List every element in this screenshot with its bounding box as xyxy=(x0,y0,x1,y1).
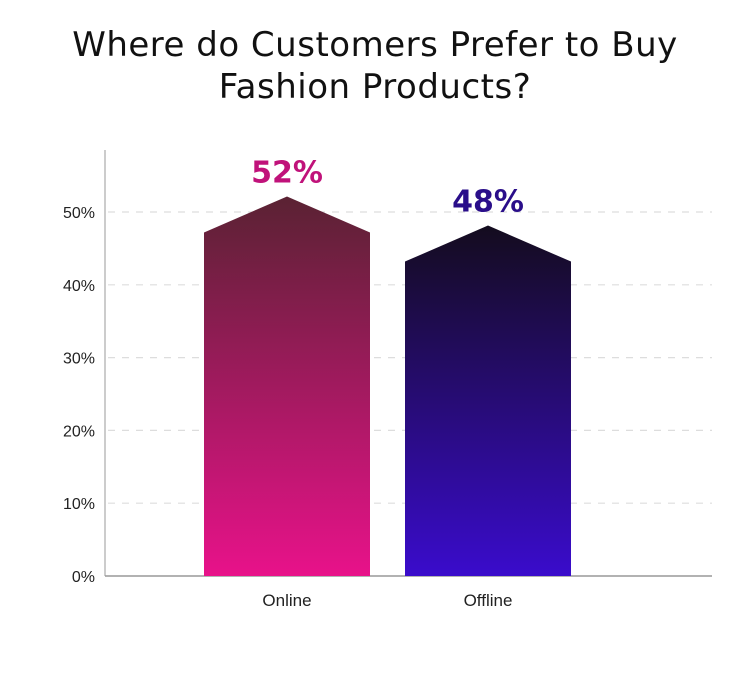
bars xyxy=(204,196,571,576)
chart-title: Where do Customers Prefer to Buy Fashion… xyxy=(0,24,750,108)
y-tick-label: 50% xyxy=(63,205,95,222)
y-tick-label: 40% xyxy=(63,278,95,295)
y-tick-label: 30% xyxy=(63,351,95,368)
x-tick-label-online: Online xyxy=(262,591,311,610)
y-tick-label: 0% xyxy=(72,569,95,586)
labels: 52% Online 48% Offline xyxy=(251,155,524,610)
bar-offline xyxy=(405,225,571,576)
y-tick-label: 10% xyxy=(63,496,95,513)
data-label-online: 52% xyxy=(251,155,323,190)
x-tick-label-offline: Offline xyxy=(464,591,513,610)
chart-title-line-2: Fashion Products? xyxy=(218,67,532,107)
y-tick-label: 20% xyxy=(63,423,95,440)
y-axis-ticks: 0% 10% 20% 30% 40% 50% xyxy=(63,205,95,586)
bar-online xyxy=(204,196,370,576)
chart-title-line-1: Where do Customers Prefer to Buy xyxy=(72,25,678,65)
data-label-offline: 48% xyxy=(452,185,524,220)
